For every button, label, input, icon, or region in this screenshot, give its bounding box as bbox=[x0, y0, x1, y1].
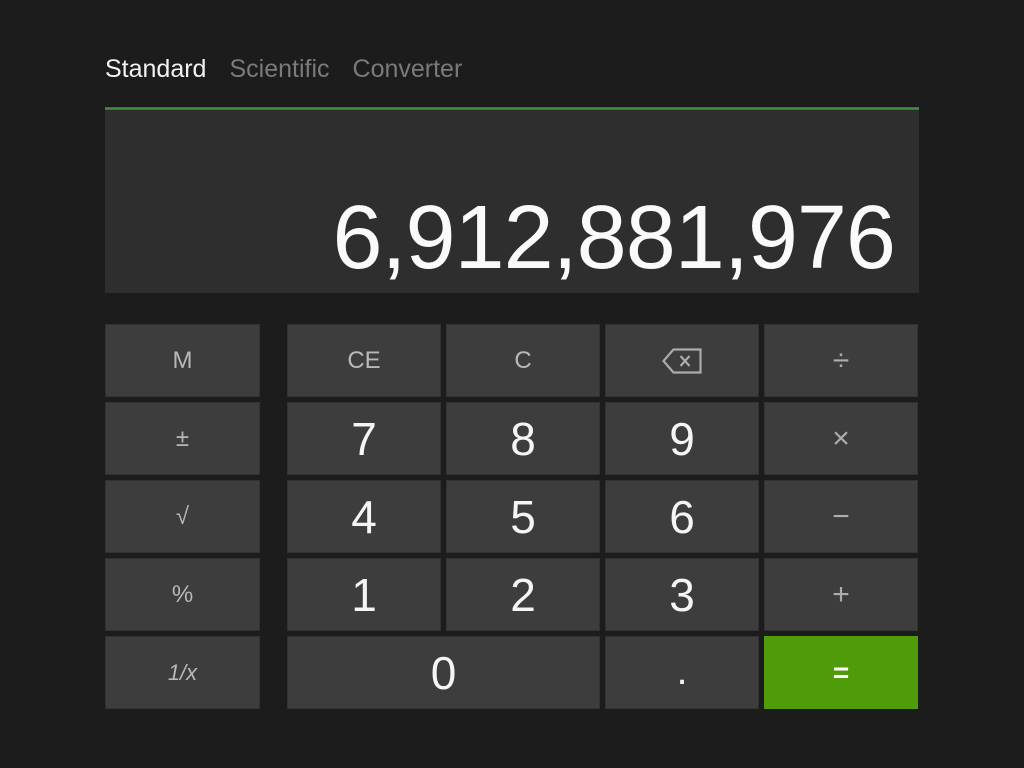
digit-5-button[interactable]: 5 bbox=[446, 480, 600, 553]
percent-button[interactable]: % bbox=[105, 558, 260, 631]
clear-entry-button[interactable]: CE bbox=[287, 324, 441, 397]
multiply-button[interactable]: × bbox=[764, 402, 918, 475]
plus-button[interactable]: + bbox=[764, 558, 918, 631]
digit-1-button[interactable]: 1 bbox=[287, 558, 441, 631]
tab-converter[interactable]: Converter bbox=[352, 55, 463, 83]
negate-button[interactable]: ± bbox=[105, 402, 260, 475]
memory-button[interactable]: M bbox=[105, 324, 260, 397]
tab-standard[interactable]: Standard bbox=[105, 55, 207, 83]
active-tab-underline bbox=[105, 107, 919, 110]
tab-scientific[interactable]: Scientific bbox=[229, 55, 330, 83]
clear-button[interactable]: C bbox=[446, 324, 600, 397]
digit-4-button[interactable]: 4 bbox=[287, 480, 441, 553]
digit-7-button[interactable]: 7 bbox=[287, 402, 441, 475]
divide-button[interactable]: ÷ bbox=[764, 324, 918, 397]
backspace-icon bbox=[661, 347, 703, 375]
sqrt-button[interactable]: √ bbox=[105, 480, 260, 553]
display-value: 6,912,881,976 bbox=[332, 188, 896, 288]
digit-9-button[interactable]: 9 bbox=[605, 402, 759, 475]
equals-button[interactable]: = bbox=[764, 636, 918, 709]
digit-3-button[interactable]: 3 bbox=[605, 558, 759, 631]
backspace-button[interactable] bbox=[605, 324, 759, 397]
main-keypad: CE C ÷ 7 8 9 × 4 5 6 − 1 2 3 + 0 . = bbox=[287, 324, 918, 709]
digit-8-button[interactable]: 8 bbox=[446, 402, 600, 475]
digit-2-button[interactable]: 2 bbox=[446, 558, 600, 631]
minus-button[interactable]: − bbox=[764, 480, 918, 553]
decimal-button[interactable]: . bbox=[605, 636, 759, 709]
calculator-display: 6,912,881,976 bbox=[105, 110, 919, 293]
digit-0-button[interactable]: 0 bbox=[287, 636, 600, 709]
digit-6-button[interactable]: 6 bbox=[605, 480, 759, 553]
mode-tabs: Standard Scientific Converter bbox=[105, 54, 462, 84]
reciprocal-button[interactable]: 1/x bbox=[105, 636, 260, 709]
function-keys-column: M ± √ % 1/x bbox=[105, 324, 260, 709]
